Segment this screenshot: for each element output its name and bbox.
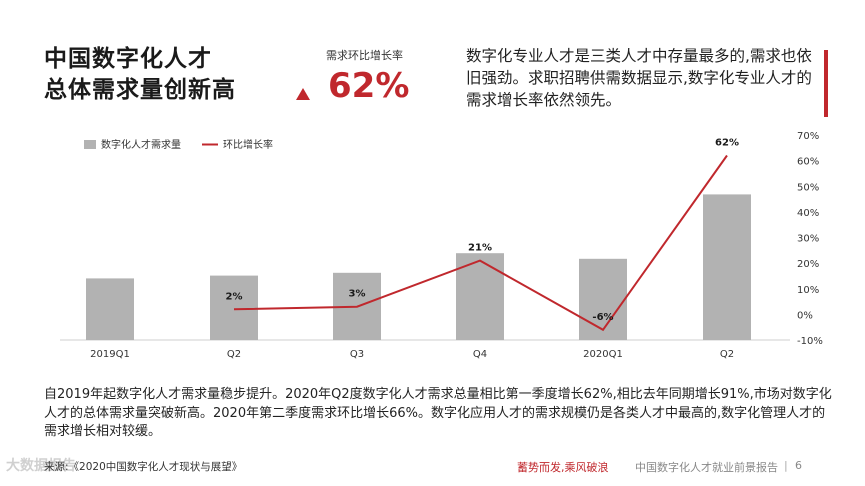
kpi-value: 62% <box>328 66 410 106</box>
page-title: 中国数字化人才 总体需求量创新高 <box>44 44 236 106</box>
legend-label-line: 环比增长率 <box>223 138 273 151</box>
legend-label-bar: 数字化人才需求量 <box>101 138 181 151</box>
accent-bar <box>824 50 828 117</box>
footer-separator: | <box>784 459 788 472</box>
x-tick-label: 2020Q1 <box>583 349 623 360</box>
x-tick-label: 2019Q1 <box>90 349 130 360</box>
title-line-2: 总体需求量创新高 <box>44 77 236 103</box>
bar-2020Q1 <box>579 258 627 340</box>
bar-Q4 <box>456 253 504 340</box>
up-triangle-icon <box>296 88 310 100</box>
bar-Q2 <box>703 194 751 340</box>
y2-tick-label: 70% <box>797 131 819 142</box>
page-number: 6 <box>795 459 802 472</box>
x-tick-label: Q2 <box>227 349 241 360</box>
combo-chart: 数字化人才需求量 环比增长率 70% 60% 50% 40% 30% 20% 10% 0% -1… <box>60 131 823 360</box>
growth-rate-line <box>233 154 728 332</box>
x-tick-label: Q3 <box>350 349 364 360</box>
y2-tick-label: 10% <box>797 285 819 296</box>
bar-2019Q1 <box>86 278 134 340</box>
growth-label-Q3: 3% <box>349 289 366 300</box>
watermark: 大数据报告 <box>6 458 76 474</box>
bar-series <box>86 194 751 340</box>
summary-text: 自2019年起数字化人才需求量稳步提升。2020年Q2度数字化人才需求总量相比第… <box>44 387 832 439</box>
y2-tick-label: 40% <box>797 208 819 219</box>
x-axis-labels: 2019Q1 Q2 Q3 Q4 2020Q1 Q2 <box>90 349 734 360</box>
y2-tick-label: 50% <box>797 182 819 193</box>
bar-Q2 <box>210 275 258 340</box>
line-data-labels: 2% 3% 21% -6% 62% <box>226 138 739 323</box>
y2-tick-label: 20% <box>797 259 819 270</box>
y2-tick-label: 0% <box>797 310 813 321</box>
line-series <box>233 154 728 332</box>
x-tick-label: Q2 <box>720 349 734 360</box>
y2-tick-label: 30% <box>797 234 819 245</box>
x-tick-label: Q4 <box>473 349 487 360</box>
growth-label-Q2: 2% <box>226 291 243 302</box>
y2-tick-label: 60% <box>797 157 819 168</box>
legend-swatch-bar <box>84 140 96 149</box>
title-line-1: 中国数字化人才 <box>44 46 212 72</box>
footer-slogan: 蓄势而发,乘风破浪 <box>517 461 609 474</box>
right-axis-ticks: 70% 60% 50% 40% 30% 20% 10% 0% -10% <box>797 131 823 347</box>
intro-text: 数字化专业人才是三类人才中存量最多的,需求也依旧强劲。求职招聘供需数据显示,数字… <box>466 47 812 109</box>
growth-label-2020Q1: -6% <box>592 312 613 323</box>
y2-tick-label: -10% <box>797 336 823 347</box>
source-note: 来源:《2020中国数字化人才现状与展望》 <box>44 461 243 473</box>
kpi-label: 需求环比增长率 <box>326 49 403 62</box>
chart-legend: 数字化人才需求量 环比增长率 <box>84 138 273 151</box>
growth-label-Q4: 21% <box>468 243 492 254</box>
growth-label-Q2: 62% <box>715 138 739 149</box>
footer-report-title: 中国数字化人才就业前景报告 <box>635 461 778 474</box>
